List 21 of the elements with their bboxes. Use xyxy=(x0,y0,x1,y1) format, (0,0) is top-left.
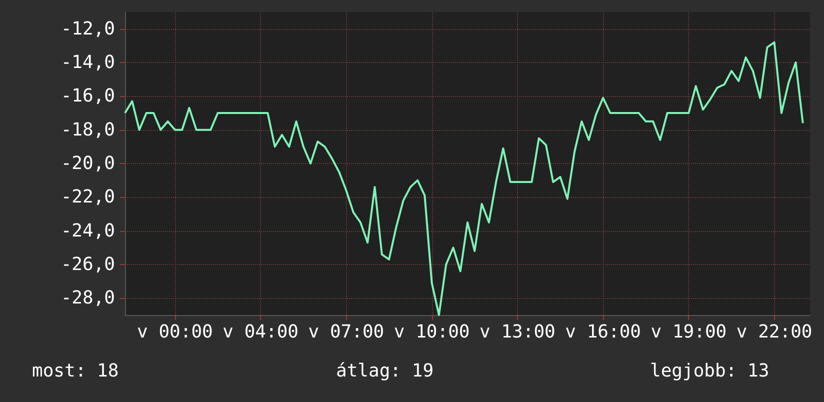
x-tick-label: v 22:00 xyxy=(736,322,812,342)
x-tick-label: v 16:00 xyxy=(565,322,642,342)
x-tick-label: v 10:00 xyxy=(394,322,470,342)
y-tick-label: -18,0 xyxy=(60,119,115,140)
x-tick-label: v 13:00 xyxy=(480,322,556,342)
x-tick-label: v 04:00 xyxy=(222,322,299,342)
y-tick-label: -14,0 xyxy=(60,52,115,73)
text: legjobb: 13 xyxy=(650,360,770,382)
y-tick-label: -20,0 xyxy=(60,153,115,174)
x-tick-label: v 19:00 xyxy=(650,322,727,342)
text: átlag: 19 xyxy=(336,360,434,382)
y-tick-label: -26,0 xyxy=(60,254,115,275)
y-tick-label: -24,0 xyxy=(60,220,115,242)
y-tick-label: -16,0 xyxy=(60,86,115,107)
x-tick-label: v 07:00 xyxy=(308,322,384,342)
y-tick-label: -28,0 xyxy=(60,288,115,309)
text: most: 18 xyxy=(32,360,119,382)
y-tick-label: -22,0 xyxy=(60,186,115,208)
line-series xyxy=(124,41,804,316)
x-tick-label: v 00:00 xyxy=(137,322,213,342)
y-tick-label: -12,0 xyxy=(60,18,115,40)
